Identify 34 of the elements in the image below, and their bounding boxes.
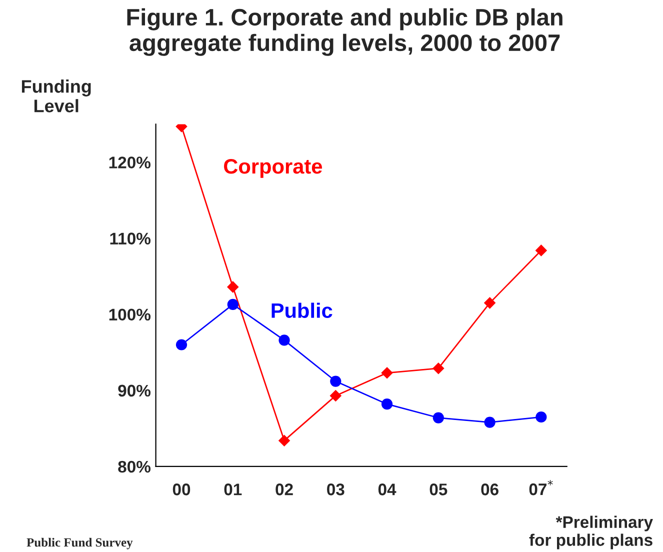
text: *Preliminary for public plans [529,516,653,550]
y-tick-label: 120% [109,156,151,168]
x-tick-label: 02 [276,484,293,496]
y-tick-label: 110% [110,232,151,244]
series-label: Public [272,302,332,318]
point [432,412,444,424]
point [330,376,342,387]
point [278,434,290,446]
x-tick-label: 06 [481,484,498,496]
point [484,297,496,309]
point [381,398,393,410]
x-tick-label: 00 [172,484,190,496]
point [432,362,444,374]
point [484,416,496,428]
chart-title: Figure 1. Corporate and public DB plan aggregate funding levels, 2000 to 2007 [127,8,562,56]
y-tick-label: 100% [109,308,151,321]
point [278,334,290,346]
x-tick-label: 04 [378,484,396,496]
x-tick-label: 03 [327,484,344,496]
point [330,390,342,402]
point [381,367,393,379]
point [227,298,238,310]
y-axis-title: Funding Level [22,80,91,112]
x-tick-label: 01 [224,484,242,496]
x-tick-label: 05 [430,484,448,496]
x-tick-label: 07$^{*}$ [529,480,553,496]
point [226,281,239,293]
point [535,244,548,256]
series-label: Corporate [224,158,322,178]
text: Public Fund Survey [26,538,133,550]
y-tick-label: 90% [118,384,151,397]
point [176,339,188,350]
point [536,411,547,423]
y-tick-label: 80% [118,460,151,473]
